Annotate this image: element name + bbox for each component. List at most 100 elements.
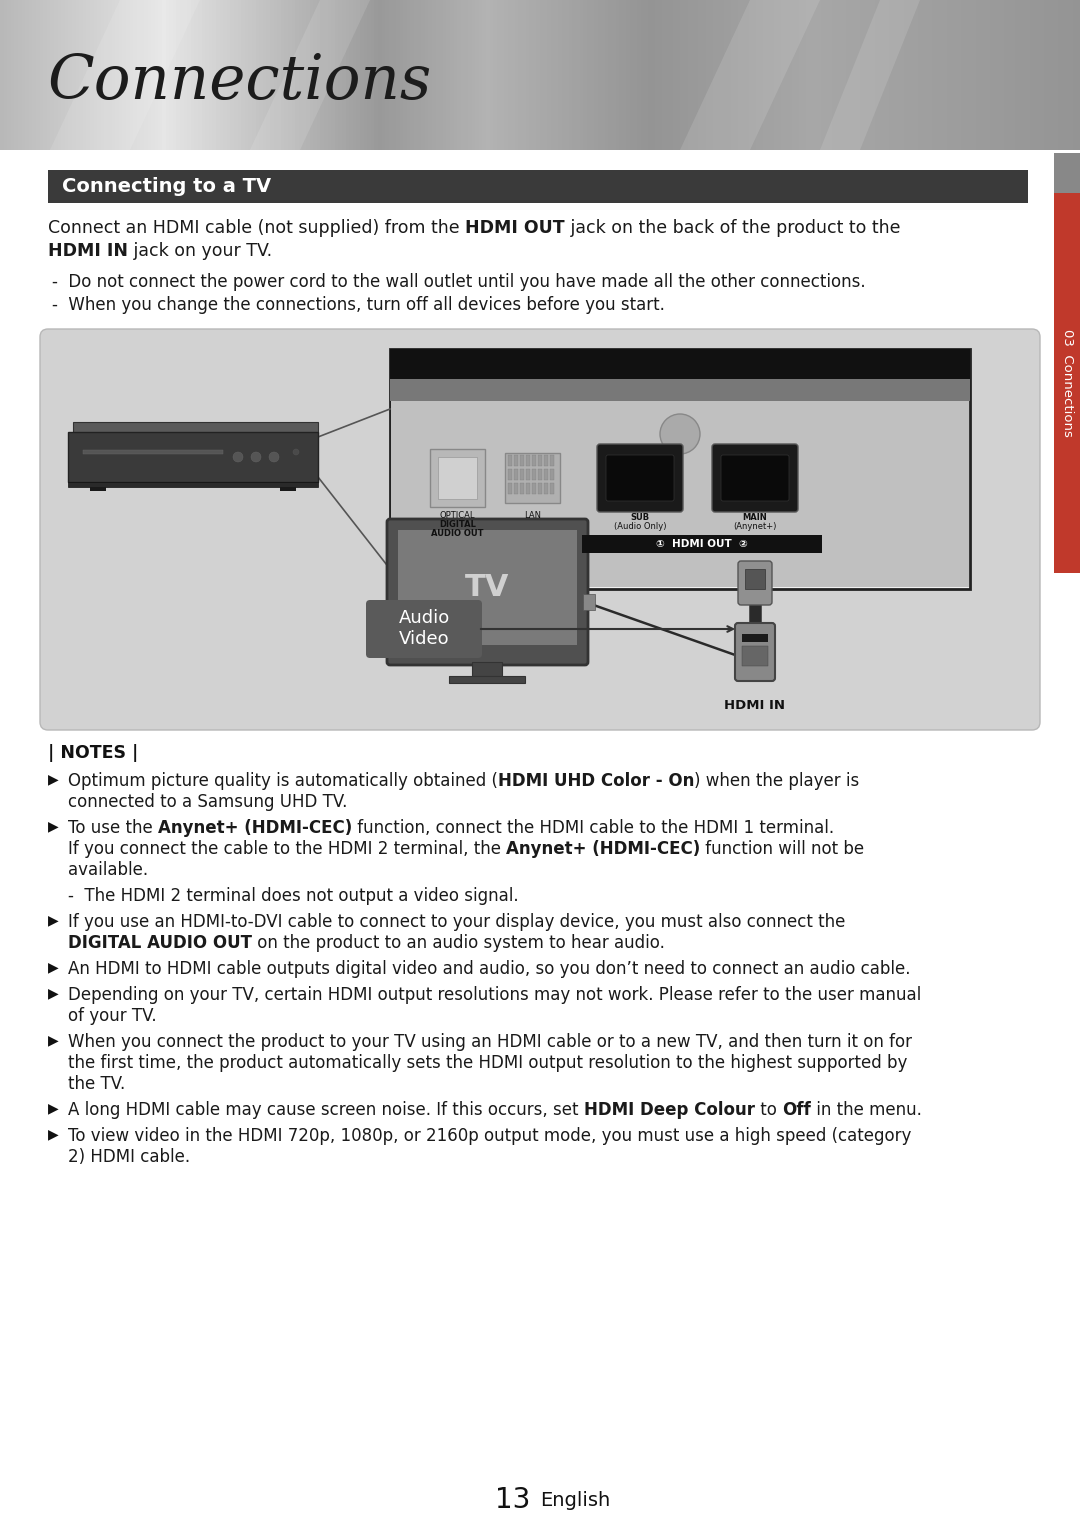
Text: 03  Connections: 03 Connections [1061, 329, 1074, 437]
Bar [864, 0, 868, 150]
Bar [22, 0, 26, 150]
Bar [483, 0, 486, 150]
Bar [48, 170, 1028, 204]
Bar [338, 0, 342, 150]
Bar [205, 0, 210, 150]
Bar [532, 469, 536, 480]
Bar [165, 0, 170, 150]
Bar [1066, 0, 1069, 150]
Text: To view video in the HDMI 720p, 1080p, or 2160p output mode, you must use a high: To view video in the HDMI 720p, 1080p, o… [68, 1128, 912, 1144]
Bar [875, 0, 879, 150]
Bar [688, 0, 691, 150]
Text: 2) HDMI cable.: 2) HDMI cable. [68, 1147, 190, 1166]
Text: ▶: ▶ [48, 1128, 58, 1141]
Bar [670, 0, 674, 150]
Bar [569, 0, 572, 150]
Bar [893, 0, 896, 150]
Bar [3, 0, 8, 150]
Text: ▶: ▶ [48, 961, 58, 974]
Bar [299, 0, 302, 150]
Bar [346, 0, 350, 150]
Bar [526, 455, 530, 466]
Text: available.: available. [68, 861, 148, 879]
Bar [597, 0, 602, 150]
Bar [508, 0, 512, 150]
Text: MAIN: MAIN [743, 513, 768, 522]
Text: ①  HDMI OUT  ②: ① HDMI OUT ② [657, 539, 747, 548]
Bar [608, 0, 612, 150]
Bar [662, 0, 666, 150]
FancyBboxPatch shape [738, 561, 772, 605]
Bar [1018, 0, 1023, 150]
Bar [273, 0, 278, 150]
Bar [310, 0, 313, 150]
Bar [677, 0, 680, 150]
Bar [435, 0, 440, 150]
Bar [353, 0, 356, 150]
Bar [947, 0, 950, 150]
Circle shape [233, 452, 243, 463]
Bar [727, 0, 731, 150]
Text: HDMI Deep Colour: HDMI Deep Colour [584, 1102, 755, 1118]
Bar [1040, 0, 1044, 150]
Bar [680, 0, 685, 150]
Text: Connecting to a TV: Connecting to a TV [62, 178, 271, 196]
Bar [645, 0, 648, 150]
Bar [381, 0, 386, 150]
Bar [824, 0, 828, 150]
Bar [73, 421, 318, 434]
Bar [828, 0, 832, 150]
FancyBboxPatch shape [712, 444, 798, 512]
Bar [504, 0, 508, 150]
Polygon shape [680, 0, 820, 150]
Bar [634, 0, 637, 150]
Bar [497, 0, 501, 150]
Bar [90, 487, 106, 490]
Bar [446, 0, 450, 150]
Text: Depending on your TV, certain HDMI output resolutions may not work. Please refer: Depending on your TV, certain HDMI outpu… [68, 987, 921, 1003]
Bar [637, 0, 642, 150]
Bar [464, 0, 469, 150]
Bar [572, 0, 577, 150]
Bar [450, 0, 454, 150]
Bar [370, 0, 375, 150]
Bar [76, 0, 80, 150]
Bar [159, 0, 162, 150]
Bar [1077, 0, 1080, 150]
Bar [818, 0, 821, 150]
Bar [65, 0, 69, 150]
Bar [702, 0, 706, 150]
Bar [72, 0, 76, 150]
Bar [532, 455, 536, 466]
Text: the TV.: the TV. [68, 1075, 125, 1092]
Bar [461, 0, 464, 150]
Bar [241, 0, 245, 150]
Text: If you use an HDMI-to-DVI cable to connect to your display device, you must also: If you use an HDMI-to-DVI cable to conne… [68, 913, 846, 931]
Bar [532, 483, 536, 493]
Bar [986, 0, 990, 150]
Bar [137, 0, 140, 150]
Bar [802, 0, 807, 150]
Text: LAN: LAN [524, 512, 541, 519]
Bar [335, 0, 339, 150]
Bar [583, 0, 588, 150]
Bar [508, 469, 512, 480]
Bar [375, 0, 378, 150]
FancyBboxPatch shape [606, 455, 674, 501]
Bar [46, 0, 51, 150]
Bar [580, 0, 583, 150]
Bar [537, 0, 540, 150]
Text: (Audio Only): (Audio Only) [613, 522, 666, 532]
Bar [284, 0, 288, 150]
Bar [391, 401, 969, 587]
Bar [526, 483, 530, 493]
Bar [856, 0, 861, 150]
Bar [550, 455, 554, 466]
Bar [438, 457, 477, 499]
Text: -  When you change the connections, turn off all devices before you start.: - When you change the connections, turn … [52, 296, 665, 314]
Bar [562, 0, 566, 150]
Bar [1001, 0, 1004, 150]
Bar [1004, 0, 1009, 150]
Text: 13: 13 [495, 1486, 530, 1514]
Bar [514, 455, 518, 466]
